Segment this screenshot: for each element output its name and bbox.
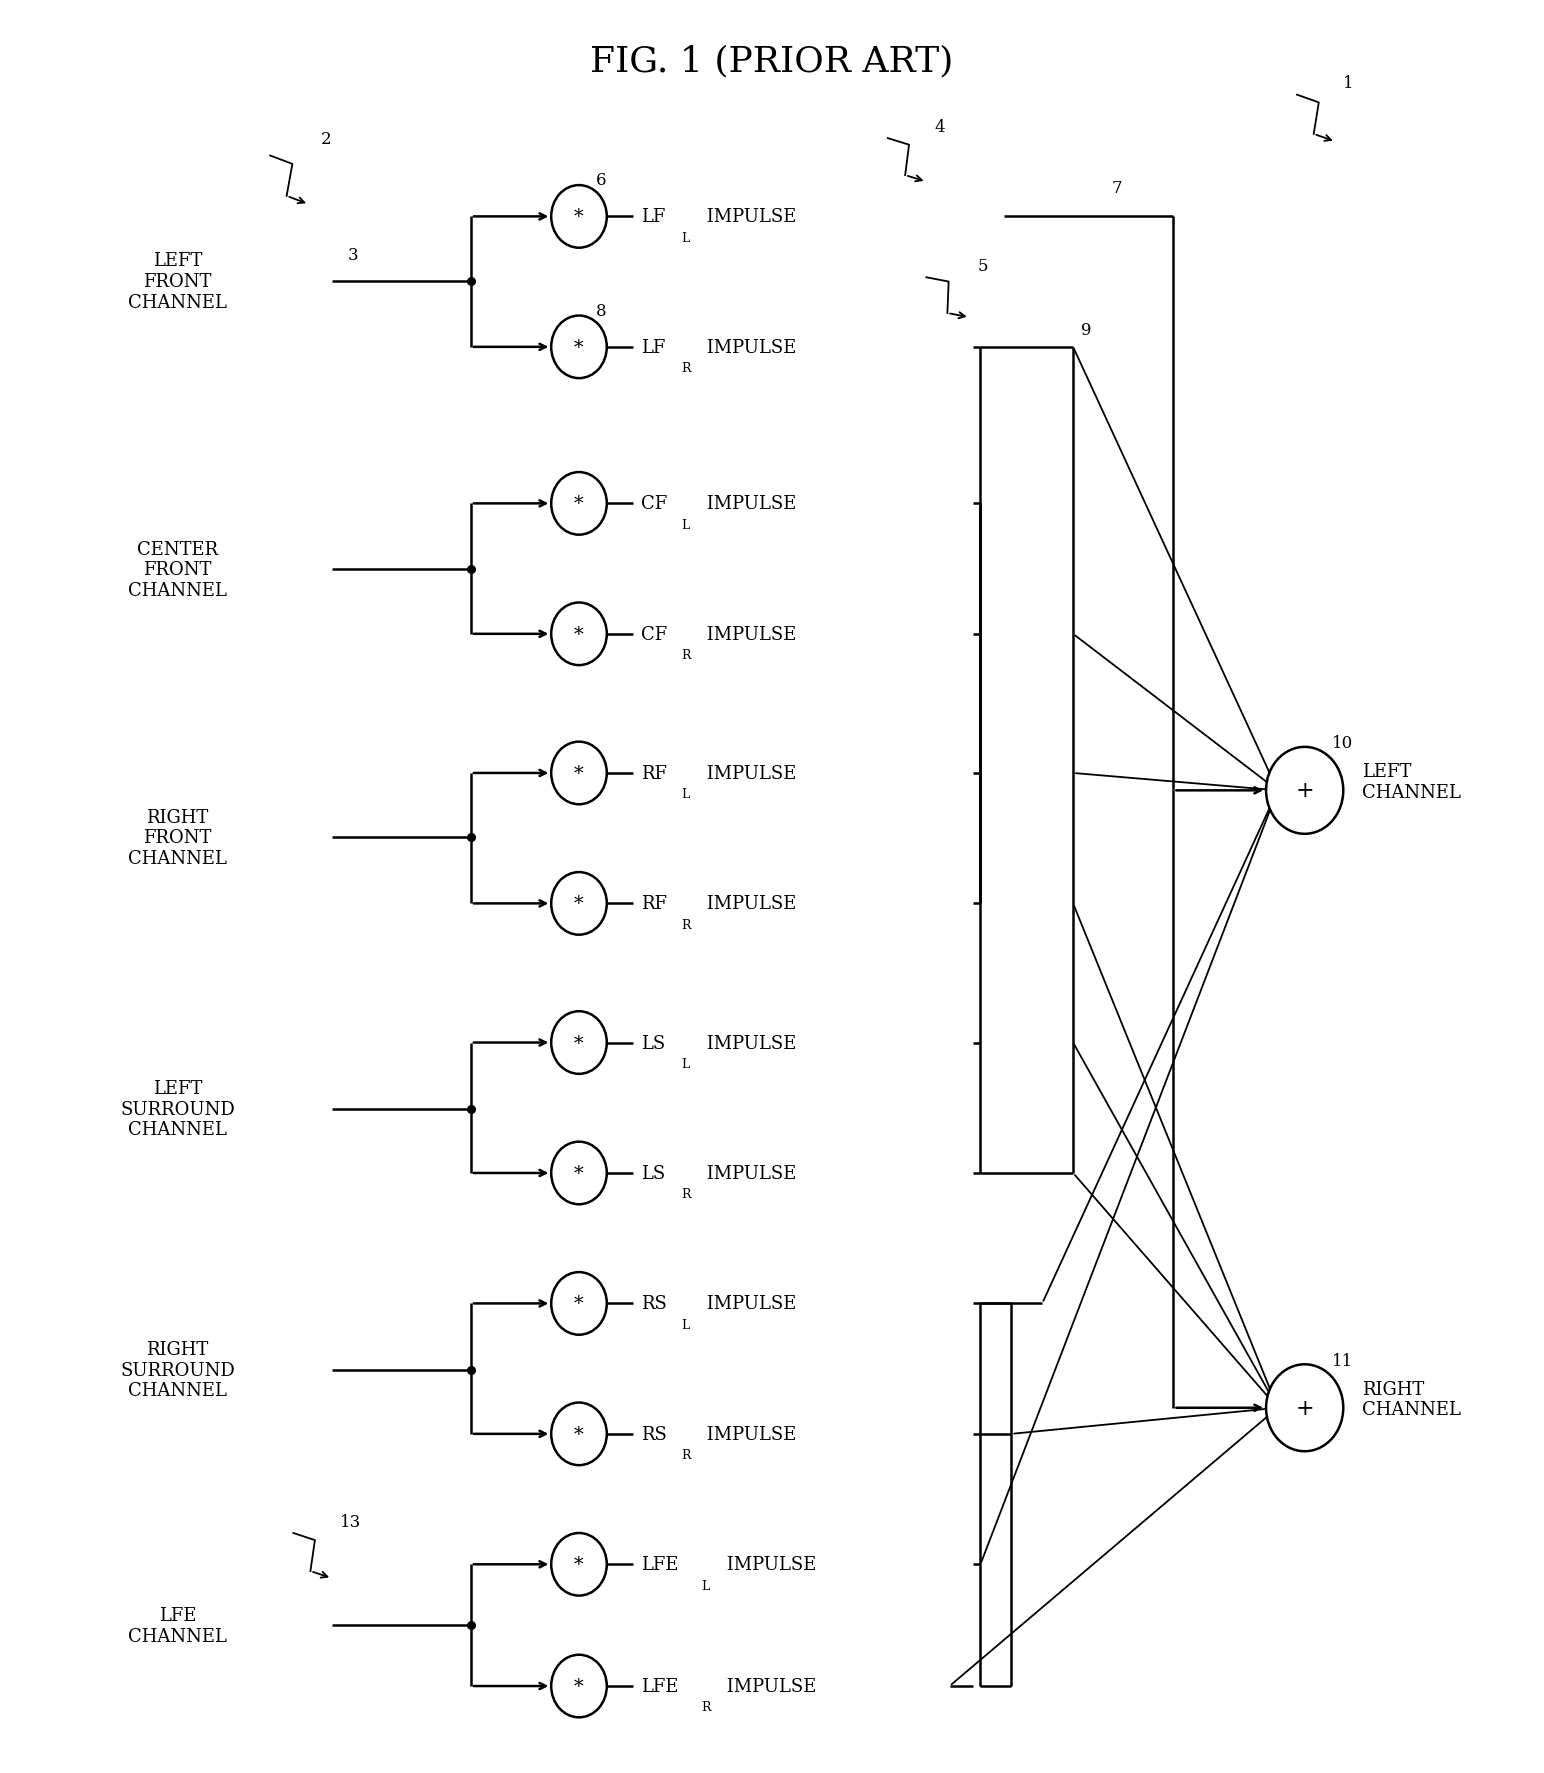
Text: +: + — [1295, 1397, 1314, 1418]
Text: RIGHT
CHANNEL: RIGHT CHANNEL — [1362, 1379, 1461, 1418]
Text: 5: 5 — [977, 257, 988, 275]
Text: LEFT
CHANNEL: LEFT CHANNEL — [1362, 762, 1461, 801]
Text: 11: 11 — [1331, 1351, 1353, 1369]
Text: FIG. 1 (PRIOR ART): FIG. 1 (PRIOR ART) — [590, 44, 954, 78]
Text: L: L — [701, 1578, 709, 1592]
Text: *: * — [574, 495, 584, 512]
Text: IMPULSE: IMPULSE — [701, 495, 797, 512]
Text: *: * — [574, 1294, 584, 1312]
Text: RIGHT
SURROUND
CHANNEL: RIGHT SURROUND CHANNEL — [120, 1340, 235, 1399]
Text: LFE
CHANNEL: LFE CHANNEL — [128, 1606, 227, 1645]
Text: IMPULSE: IMPULSE — [721, 1555, 817, 1573]
Text: R: R — [681, 918, 690, 931]
Text: *: * — [574, 895, 584, 913]
Text: *: * — [574, 1677, 584, 1695]
Circle shape — [1266, 748, 1343, 835]
Circle shape — [551, 1534, 607, 1596]
Text: IMPULSE: IMPULSE — [701, 1165, 797, 1183]
Text: LEFT
FRONT
CHANNEL: LEFT FRONT CHANNEL — [128, 252, 227, 312]
Text: LF: LF — [641, 339, 665, 356]
Text: IMPULSE: IMPULSE — [701, 764, 797, 782]
Circle shape — [551, 743, 607, 805]
Text: LEFT
SURROUND
CHANNEL: LEFT SURROUND CHANNEL — [120, 1080, 235, 1138]
Circle shape — [551, 1654, 607, 1718]
Text: L: L — [681, 1057, 689, 1071]
Text: IMPULSE: IMPULSE — [701, 207, 797, 227]
Text: IMPULSE: IMPULSE — [701, 626, 797, 644]
Text: RIGHT
FRONT
CHANNEL: RIGHT FRONT CHANNEL — [128, 808, 227, 867]
Circle shape — [551, 1012, 607, 1074]
Text: *: * — [574, 626, 584, 644]
Text: LS: LS — [641, 1034, 665, 1051]
Circle shape — [551, 603, 607, 665]
Text: 7: 7 — [1112, 179, 1122, 197]
Text: RS: RS — [641, 1294, 667, 1312]
Text: RF: RF — [641, 764, 667, 782]
Text: 6: 6 — [596, 172, 607, 190]
Text: CF: CF — [641, 495, 667, 512]
Text: R: R — [681, 362, 690, 376]
Text: LF: LF — [641, 207, 665, 227]
Circle shape — [551, 1402, 607, 1464]
Text: *: * — [574, 1555, 584, 1573]
Text: IMPULSE: IMPULSE — [701, 1294, 797, 1312]
Text: R: R — [681, 649, 690, 661]
Text: IMPULSE: IMPULSE — [721, 1677, 817, 1695]
Text: *: * — [574, 1034, 584, 1051]
Circle shape — [551, 186, 607, 248]
Text: 13: 13 — [340, 1512, 361, 1530]
Text: CF: CF — [641, 626, 667, 644]
Text: R: R — [681, 1449, 690, 1461]
Text: L: L — [681, 1317, 689, 1332]
Circle shape — [551, 1273, 607, 1335]
Text: RF: RF — [641, 895, 667, 913]
Text: IMPULSE: IMPULSE — [701, 339, 797, 356]
Text: L: L — [681, 787, 689, 801]
Circle shape — [551, 872, 607, 934]
Text: *: * — [574, 764, 584, 782]
Text: LS: LS — [641, 1165, 665, 1183]
Text: R: R — [681, 1188, 690, 1200]
Text: *: * — [574, 1425, 584, 1443]
Text: 3: 3 — [347, 246, 358, 264]
Text: IMPULSE: IMPULSE — [701, 1425, 797, 1443]
Circle shape — [1266, 1365, 1343, 1452]
Text: CENTER
FRONT
CHANNEL: CENTER FRONT CHANNEL — [128, 541, 227, 599]
Text: 1: 1 — [1343, 74, 1354, 92]
Text: 4: 4 — [934, 119, 945, 135]
Text: *: * — [574, 1165, 584, 1183]
Text: L: L — [681, 518, 689, 532]
Circle shape — [551, 1142, 607, 1204]
Circle shape — [551, 316, 607, 379]
Text: 9: 9 — [1081, 323, 1092, 339]
Text: IMPULSE: IMPULSE — [701, 1034, 797, 1051]
Text: RS: RS — [641, 1425, 667, 1443]
Text: 2: 2 — [321, 131, 332, 147]
Text: +: + — [1295, 780, 1314, 801]
Text: *: * — [574, 339, 584, 356]
Text: 10: 10 — [1331, 734, 1353, 752]
Text: IMPULSE: IMPULSE — [701, 895, 797, 913]
Text: LFE: LFE — [641, 1677, 678, 1695]
Text: 8: 8 — [596, 303, 607, 319]
Circle shape — [551, 473, 607, 535]
Text: L: L — [681, 232, 689, 245]
Text: LFE: LFE — [641, 1555, 678, 1573]
Text: R: R — [701, 1700, 710, 1713]
Text: *: * — [574, 207, 584, 227]
